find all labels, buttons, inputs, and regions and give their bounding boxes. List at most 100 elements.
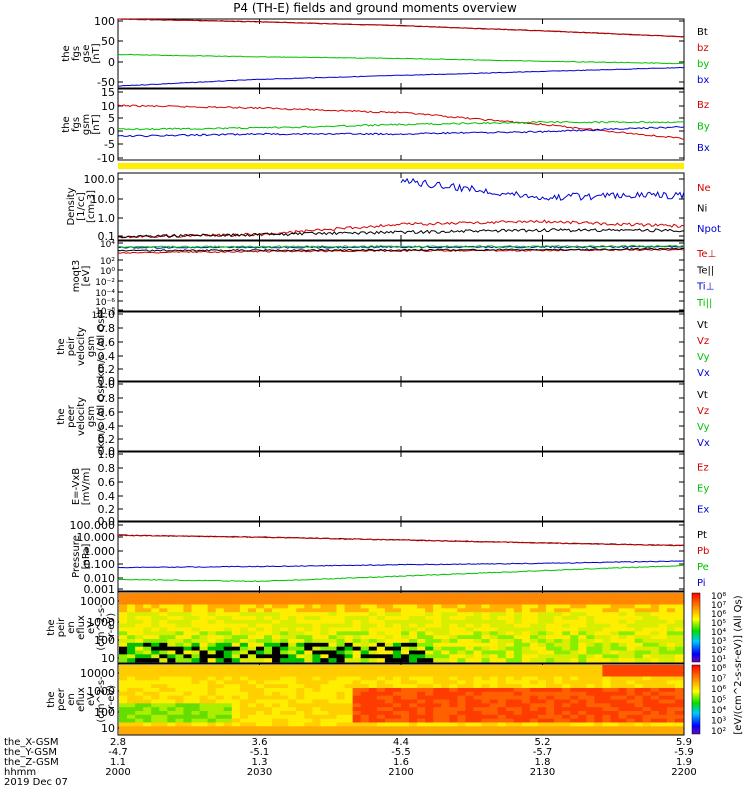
y-tick-label: 10.0 bbox=[91, 193, 116, 206]
y-axis-label-line: peir bbox=[66, 336, 77, 356]
y-axis-label-line: en bbox=[66, 693, 77, 706]
series-bz bbox=[118, 18, 684, 38]
panel-frame bbox=[117, 172, 685, 241]
y-tick-label: 0.6 bbox=[98, 406, 116, 419]
series-Ti|| bbox=[117, 244, 685, 248]
y-axis-label-line: en bbox=[66, 621, 77, 634]
y-axis-label-line: (cm^2-s- bbox=[96, 604, 107, 651]
y-tick-label: 0.0 bbox=[98, 515, 116, 528]
y-axis-label-line: the bbox=[46, 691, 57, 707]
y-tick-label: 0.100 bbox=[84, 558, 116, 571]
x-axis-row-label: hhmm bbox=[4, 767, 36, 778]
y-tick-label: 10² bbox=[100, 257, 115, 267]
y-tick-label: 15 bbox=[101, 86, 115, 99]
y-tick-label: 1.0 bbox=[98, 378, 116, 391]
y-tick-label: 0.2 bbox=[98, 363, 116, 376]
colorbar-tick-label: 10⁷ bbox=[711, 601, 726, 611]
spectrogram-peer-eflux bbox=[117, 663, 685, 736]
x-tick-label: -5.9 bbox=[674, 747, 694, 758]
y-tick-label: 1000 bbox=[87, 616, 115, 629]
y-axis-label-line: (cm^2-s- bbox=[96, 676, 107, 723]
colorbar-tick-label: 10⁴ bbox=[711, 628, 726, 638]
y-axis-label-line: peir bbox=[56, 617, 67, 637]
legend-Vy: Vy bbox=[697, 352, 710, 363]
legend-Pt: Pt bbox=[697, 530, 707, 541]
y-axis-label-line: moqt3 bbox=[71, 260, 82, 293]
legend-Bt: Bt bbox=[697, 27, 708, 38]
series-Pb bbox=[117, 534, 685, 547]
y-axis-label: the peer velocity gsm km/s (All Qs) bbox=[56, 385, 107, 449]
y-axis-label-line: gsm bbox=[86, 336, 97, 357]
y-tick-label: 0.001 bbox=[84, 583, 116, 596]
y-tick-label: 0.2 bbox=[98, 503, 116, 516]
y-tick-label: 10⁻² bbox=[95, 278, 115, 288]
y-axis-label: Density [1/cc] [cm-3] bbox=[66, 187, 97, 225]
y-tick-label: 10000 bbox=[80, 595, 115, 608]
colorbar-tick-label: 10⁶ bbox=[711, 610, 726, 620]
legend-bz: bz bbox=[697, 43, 709, 54]
series-Bx bbox=[118, 125, 685, 138]
data-quality-flag-bar bbox=[118, 163, 684, 169]
spectrogram-peir-eflux bbox=[117, 591, 685, 664]
x-tick-label: 5.2 bbox=[535, 737, 551, 748]
date-label: 2019 Dec 07 bbox=[4, 777, 68, 788]
y-tick-label: -50 bbox=[97, 76, 115, 89]
colorbar-tick-label: 10⁵ bbox=[711, 619, 726, 629]
y-axis-label-line: eflux bbox=[76, 687, 87, 712]
y-axis-label-line: peer bbox=[56, 687, 67, 711]
y-axis-label-line: gsm bbox=[81, 114, 92, 135]
y-axis-label: moqt3 [eV] bbox=[71, 260, 92, 293]
y-tick-label: 10⁻⁶ bbox=[95, 298, 115, 308]
x-tick-label: 5.9 bbox=[676, 737, 692, 748]
y-axis-label-line: fgs bbox=[71, 117, 82, 132]
y-tick-label: -10 bbox=[97, 152, 115, 165]
y-axis-label-line: eV bbox=[86, 621, 97, 634]
colorbar-tick-label: 10¹ bbox=[711, 655, 726, 665]
legend-by: by bbox=[697, 59, 709, 70]
y-tick-label: 10 bbox=[101, 652, 115, 665]
y-tick-label: 100 bbox=[94, 706, 115, 719]
y-axis-label-line: the bbox=[56, 408, 67, 424]
y-tick-label: 0.6 bbox=[98, 476, 116, 489]
legend-Te||: Te|| bbox=[696, 265, 714, 276]
legend-Vx: Vx bbox=[697, 438, 710, 449]
y-tick-label: 0.4 bbox=[98, 490, 116, 503]
series-Te⊥ bbox=[117, 248, 685, 254]
colorbar-tick-label: 10² bbox=[711, 727, 726, 737]
x-axis-row-label: the_Z-GSM bbox=[4, 757, 59, 768]
y-axis-label-line: Pressure bbox=[71, 535, 82, 578]
x-tick-label: 2.8 bbox=[110, 737, 126, 748]
y-axis-label-line: Density bbox=[66, 187, 77, 225]
y-axis-label: the peir velocity gsm km/s (All Qs) bbox=[56, 315, 107, 379]
x-tick-label: 2100 bbox=[388, 767, 413, 778]
y-tick-label: 100.0 bbox=[84, 173, 116, 186]
series-Pi bbox=[117, 560, 685, 569]
y-tick-label: 10⁻⁴ bbox=[95, 289, 115, 299]
y-tick-label: 0.1 bbox=[98, 230, 116, 243]
x-tick-label: 1.3 bbox=[252, 757, 268, 768]
y-axis-label-line: velocity bbox=[76, 327, 87, 366]
y-axis-label-line: [1/cc] bbox=[76, 192, 87, 221]
y-axis-label-line: E=-VxB bbox=[71, 468, 82, 505]
series-bx bbox=[117, 66, 685, 87]
y-tick-label: 100 bbox=[94, 634, 115, 647]
y-axis-label-line: eV bbox=[86, 693, 97, 706]
colorbar-tick-label: 10⁵ bbox=[711, 696, 726, 706]
series-Bz bbox=[117, 104, 685, 140]
y-tick-label: 10⁴ bbox=[100, 240, 115, 250]
legend-Vz: Vz bbox=[697, 406, 709, 417]
series-Te|| bbox=[117, 247, 685, 252]
y-tick-label: 1000 bbox=[87, 685, 115, 698]
panel-frame bbox=[117, 381, 685, 452]
y-axis-label: the fgs gse [nT] bbox=[61, 43, 102, 63]
y-axis-label-line: km/s (All Qs) bbox=[96, 315, 107, 379]
x-tick-label: 1.9 bbox=[676, 757, 692, 768]
colorbar-tick-label: 10² bbox=[711, 646, 726, 656]
x-axis-row-label: the_Y-GSM bbox=[4, 747, 57, 758]
series-by bbox=[117, 53, 685, 65]
y-axis-label-line: the bbox=[56, 338, 67, 354]
legend-Vz: Vz bbox=[697, 336, 709, 347]
